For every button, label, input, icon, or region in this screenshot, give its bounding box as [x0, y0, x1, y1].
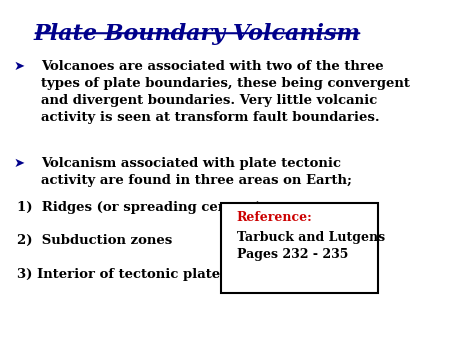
Text: 2)  Subduction zones: 2) Subduction zones	[17, 234, 172, 247]
Text: 1)  Ridges (or spreading centers): 1) Ridges (or spreading centers)	[17, 201, 262, 214]
Text: 3) Interior of tectonic plates.: 3) Interior of tectonic plates.	[17, 268, 233, 281]
Text: Plate Boundary Volcanism: Plate Boundary Volcanism	[34, 23, 361, 45]
Text: Volcanoes are associated with two of the three
types of plate boundaries, these : Volcanoes are associated with two of the…	[40, 60, 410, 124]
Text: ➤: ➤	[13, 60, 24, 73]
Text: Tarbuck and Lutgens
Pages 232 - 235: Tarbuck and Lutgens Pages 232 - 235	[237, 231, 385, 261]
FancyBboxPatch shape	[221, 202, 378, 293]
Text: Reference:: Reference:	[237, 211, 312, 224]
Text: Volcanism associated with plate tectonic
activity are found in three areas on Ea: Volcanism associated with plate tectonic…	[40, 157, 351, 187]
Text: ➤: ➤	[13, 157, 24, 170]
